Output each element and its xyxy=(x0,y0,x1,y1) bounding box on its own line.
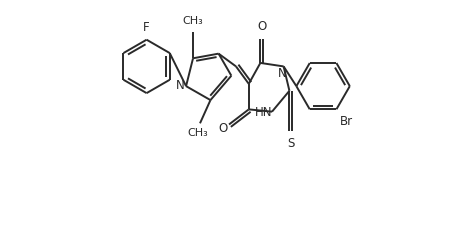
Text: F: F xyxy=(143,21,150,34)
Text: CH₃: CH₃ xyxy=(183,16,203,27)
Text: Br: Br xyxy=(340,115,353,128)
Text: CH₃: CH₃ xyxy=(187,128,208,138)
Text: O: O xyxy=(257,20,266,33)
Text: HN: HN xyxy=(255,106,273,119)
Text: N: N xyxy=(278,67,287,80)
Text: S: S xyxy=(287,137,294,150)
Text: N: N xyxy=(176,79,185,92)
Text: O: O xyxy=(219,122,228,135)
